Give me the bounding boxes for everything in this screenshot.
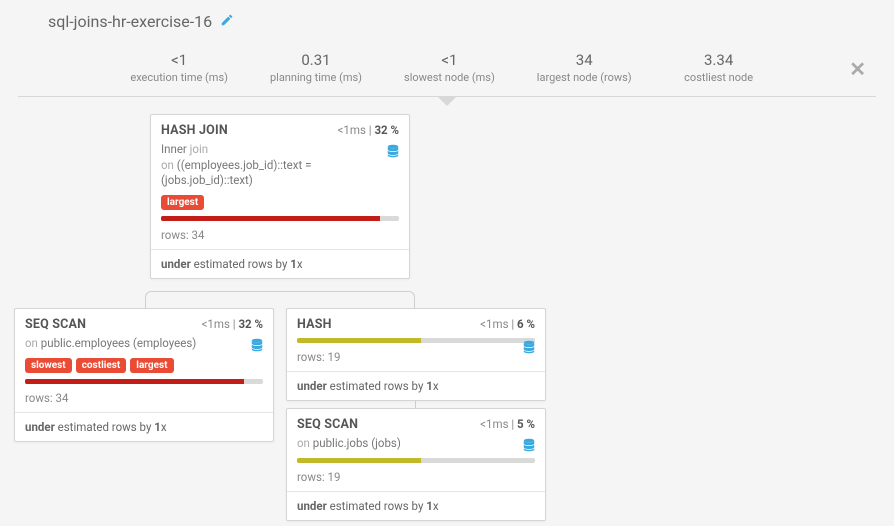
rows-bar <box>25 379 263 384</box>
rows-label: rows: 19 <box>297 467 535 487</box>
database-icon[interactable] <box>251 338 263 355</box>
node-op-label: HASH JOIN <box>161 123 228 138</box>
stat-largest: 34 largest node (rows) <box>537 51 632 84</box>
stat-label: largest node (rows) <box>537 71 632 84</box>
node-hash[interactable]: HASH <1ms | 6 % rows: 19 under estimated… <box>286 308 546 401</box>
tag-costliest: costliest <box>76 358 127 373</box>
rows-bar <box>297 338 535 343</box>
node-hash-join[interactable]: HASH JOIN <1ms | 32 % Inner join on ((em… <box>150 114 410 279</box>
plan-canvas: HASH JOIN <1ms | 32 % Inner join on ((em… <box>0 106 894 526</box>
tag-largest: largest <box>161 195 204 210</box>
stat-plan-time: 0.31 planning time (ms) <box>270 51 362 84</box>
connector <box>145 291 415 309</box>
page-title: sql-joins-hr-exercise-16 <box>48 12 212 31</box>
stat-value: 34 <box>537 51 632 69</box>
node-metrics: <1ms | 32 % <box>202 317 263 331</box>
node-metrics: <1ms | 6 % <box>480 317 535 331</box>
node-seq-scan-jobs[interactable]: SEQ SCAN <1ms | 5 % on public.jobs (jobs… <box>286 408 546 521</box>
node-seq-scan-employees[interactable]: SEQ SCAN <1ms | 32 % on public.employees… <box>14 308 274 442</box>
node-op-label: SEQ SCAN <box>297 417 358 432</box>
stat-value: <1 <box>130 51 228 69</box>
node-op-label: HASH <box>297 317 332 332</box>
node-detail: on public.employees (employees) <box>25 336 263 352</box>
node-metrics: <1ms | 32 % <box>338 123 399 137</box>
rows-bar <box>297 458 535 463</box>
tag-largest: largest <box>130 358 173 373</box>
database-icon[interactable] <box>387 144 399 161</box>
rows-bar <box>161 216 399 221</box>
estimate-label: under estimated rows by 1x <box>151 249 409 278</box>
database-icon[interactable] <box>523 438 535 455</box>
stat-label: slowest node (ms) <box>404 71 495 84</box>
tag-slowest: slowest <box>25 358 72 373</box>
stats-bar: <1 execution time (ms) 0.31 planning tim… <box>0 31 894 88</box>
stat-exec-time: <1 execution time (ms) <box>130 51 228 84</box>
rows-label: rows: 19 <box>297 347 535 367</box>
estimate-label: under estimated rows by 1x <box>287 491 545 520</box>
stat-value: 0.31 <box>270 51 362 69</box>
stat-costliest: 3.34 costliest node <box>674 51 764 84</box>
stat-value: <1 <box>404 51 495 69</box>
node-detail: Inner join on ((employees.job_id)::text … <box>161 142 399 189</box>
stat-label: planning time (ms) <box>270 71 362 84</box>
estimate-label: under estimated rows by 1x <box>287 371 545 400</box>
node-op-label: SEQ SCAN <box>25 317 86 332</box>
node-detail: on public.jobs (jobs) <box>297 436 535 452</box>
stat-value: 3.34 <box>674 51 764 69</box>
rows-label: rows: 34 <box>161 225 399 245</box>
close-icon[interactable]: ✕ <box>849 57 866 81</box>
stat-slowest: <1 slowest node (ms) <box>404 51 495 84</box>
pointer-icon <box>437 96 457 106</box>
stat-label: execution time (ms) <box>130 71 228 84</box>
edit-icon[interactable] <box>220 12 234 31</box>
stat-label: costliest node <box>674 71 764 84</box>
estimate-label: under estimated rows by 1x <box>15 412 273 441</box>
node-metrics: <1ms | 5 % <box>480 417 535 431</box>
rows-label: rows: 34 <box>25 388 263 408</box>
database-icon[interactable] <box>523 340 535 357</box>
